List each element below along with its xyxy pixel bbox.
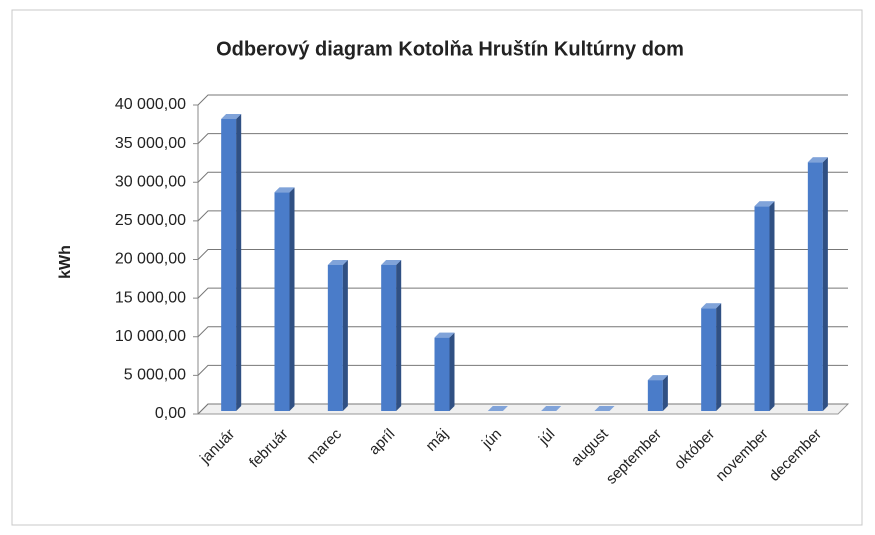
floor [196, 403, 850, 415]
bar [327, 259, 348, 411]
bar [754, 201, 775, 411]
y-axis-title: kWh [57, 245, 74, 279]
y-tick-label: 20 000,00 [115, 251, 186, 268]
y-tick-label: 30 000,00 [115, 173, 186, 190]
bar [487, 406, 508, 411]
y-tick-label: 5 000,00 [124, 367, 186, 384]
bar [221, 113, 242, 412]
grid-line [197, 287, 848, 299]
grid-line [197, 94, 848, 106]
bar [381, 259, 402, 411]
grid-line [197, 210, 848, 222]
chart-border [11, 9, 863, 526]
grid-line [197, 133, 848, 144]
y-tick-label: 0,00 [155, 405, 186, 422]
y-tick-label: 35 000,00 [115, 135, 186, 152]
grid-line [197, 249, 848, 260]
bar [594, 406, 615, 411]
grid-line [197, 326, 848, 338]
bar [701, 303, 722, 411]
grid-line [197, 364, 848, 376]
chart-title: Odberový diagram Kotolňa Hruštín Kultúrn… [216, 38, 684, 60]
grid-line [197, 171, 848, 183]
bar [807, 157, 828, 411]
y-tick-label: 25 000,00 [115, 212, 186, 229]
grid-line [197, 403, 848, 415]
y-tick-label: 10 000,00 [115, 328, 186, 345]
bar [647, 375, 668, 411]
bar [434, 332, 455, 411]
y-tick-label: 15 000,00 [115, 289, 186, 306]
bar [541, 406, 562, 411]
bar [274, 187, 295, 411]
y-tick-label: 40 000,00 [115, 96, 186, 113]
